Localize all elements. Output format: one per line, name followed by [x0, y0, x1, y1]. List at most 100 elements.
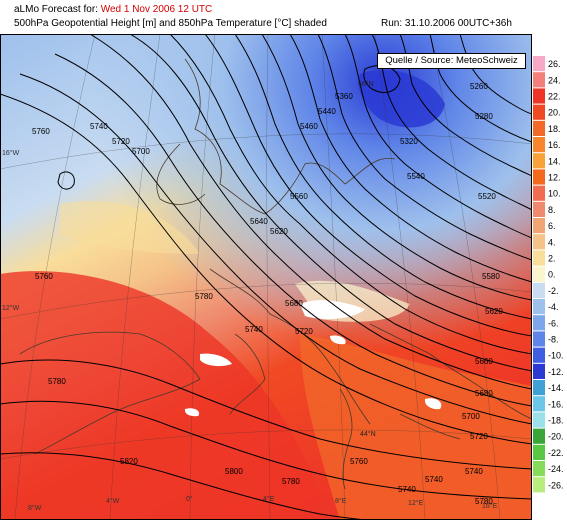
- legend-label: 4.: [548, 237, 556, 247]
- coastlines: [19, 58, 532, 490]
- contour-label: 5440: [318, 107, 336, 116]
- geopotential-contours: [0, 34, 532, 520]
- legend-label: 0.: [548, 270, 556, 280]
- contour-label: 5280: [475, 112, 493, 121]
- legend-swatch: [533, 266, 545, 282]
- contour-label: 5740: [425, 475, 443, 484]
- legend-swatch: [533, 428, 545, 444]
- contour-label: 5780: [475, 497, 493, 506]
- contour-label: 5760: [350, 457, 368, 466]
- contour-label: 5740: [465, 467, 483, 476]
- legend-label: 6.: [548, 221, 556, 231]
- lon-label: 12°E: [408, 500, 424, 507]
- map-subtitle: 500hPa Geopotential Height [m] and 850hP…: [14, 18, 327, 29]
- run-info: Run: 31.10.2006 00UTC+36h: [381, 18, 512, 29]
- contour-label: 5460: [300, 122, 318, 131]
- legend-label: -20.: [548, 432, 564, 442]
- legend-swatch: [533, 88, 545, 104]
- contour-label: 5780: [48, 377, 66, 386]
- legend-swatch: [533, 282, 545, 298]
- contour-label: 5560: [290, 192, 308, 201]
- legend-label: 22.: [548, 92, 561, 102]
- legend-swatch: [533, 444, 545, 460]
- legend-label: -4.: [548, 302, 559, 312]
- cold-core: [358, 70, 445, 128]
- legend-label: -24.: [548, 464, 564, 474]
- contour-label: 5720: [470, 432, 488, 441]
- missing-data-patches: [184, 300, 442, 417]
- legend-label: 14.: [548, 156, 561, 166]
- legend-label: 12.: [548, 173, 561, 183]
- contour-label: 5620: [485, 307, 503, 316]
- contour-label: 5520: [478, 192, 496, 201]
- lat-label-left: 16°W: [2, 150, 20, 157]
- contour-label: 5740: [398, 485, 416, 494]
- contour-label: 5780: [282, 477, 300, 486]
- legend-swatch: [533, 412, 545, 428]
- title-date: Wed 1 Nov 2006 12 UTC: [100, 4, 213, 15]
- contour-label: 5800: [225, 467, 243, 476]
- legend-swatch: [533, 185, 545, 201]
- graticule: [0, 34, 532, 520]
- map-title: aLMo Forecast for: Wed 1 Nov 2006 12 UTC: [14, 4, 212, 16]
- contour-label: 5780: [195, 292, 213, 301]
- legend-label: -26.: [548, 480, 564, 490]
- weather-map: 5760 5740 5720 5700 5640 5620 5560 5460 …: [0, 34, 532, 520]
- contour-labels: 5760 5740 5720 5700 5640 5620 5560 5460 …: [32, 82, 503, 506]
- legend-label: 16.: [548, 140, 561, 150]
- legend-swatch: [533, 218, 545, 234]
- contour-label: 5820: [120, 457, 138, 466]
- legend-swatch: [533, 72, 545, 88]
- legend-label: -2.: [548, 286, 559, 296]
- legend-swatch: [533, 363, 545, 379]
- legend-swatch: [533, 461, 545, 477]
- contour-label: 5640: [250, 217, 268, 226]
- lon-label: 8°E: [335, 498, 347, 505]
- temperature-legend: 26. 24. 22. 20. 18. 16. 14. 12. 10. 8. 6. 4. 2. 0. -2.…: [533, 56, 564, 493]
- contour-label: 5620: [270, 227, 288, 236]
- warm-region-west: [0, 271, 330, 520]
- legend-label: -12.: [548, 367, 564, 377]
- contour-label: 5260: [470, 82, 488, 91]
- legend-label: 26.: [548, 59, 561, 69]
- legend-label: 8.: [548, 205, 556, 215]
- lon-label: 8°W: [28, 505, 42, 512]
- legend-swatch: [533, 477, 545, 493]
- legend-swatch: [533, 347, 545, 363]
- contour-label: 5320: [400, 137, 418, 146]
- legend-swatch: [533, 153, 545, 169]
- contour-label: 5660: [475, 357, 493, 366]
- legend-swatch: [533, 201, 545, 217]
- contour-label: 5740: [90, 122, 108, 131]
- legend-label: -6.: [548, 318, 559, 328]
- legend-swatch: [533, 250, 545, 266]
- lat-label: 44°N: [360, 430, 376, 438]
- contour-label: 5540: [407, 172, 425, 181]
- contour-label: 5700: [132, 147, 150, 156]
- contour-label: 5360: [335, 92, 353, 101]
- legend-swatch: [533, 315, 545, 331]
- source-box: Quelle / Source: MeteoSchweiz: [377, 53, 526, 69]
- contour-label: 5700: [462, 412, 480, 421]
- lon-label: 4°W: [106, 498, 120, 505]
- contour-label: 5760: [32, 127, 50, 136]
- legend-swatch: [533, 331, 545, 347]
- legend-label: 20.: [548, 108, 561, 118]
- legend-swatch: [533, 120, 545, 136]
- legend-swatch: [533, 56, 545, 72]
- legend-label: 2.: [548, 254, 556, 264]
- contour-label: 5580: [482, 272, 500, 281]
- legend-label: 10.: [548, 189, 561, 199]
- contour-label: 5720: [112, 137, 130, 146]
- legend-label: -18.: [548, 416, 564, 426]
- legend-swatch: [533, 234, 545, 250]
- legend-swatch: [533, 299, 545, 315]
- lat-label-left: 12°W: [2, 305, 20, 312]
- contour-label: 5760: [35, 272, 53, 281]
- legend-swatch: [533, 396, 545, 412]
- lon-label: 4°E: [263, 496, 275, 503]
- lon-label: 0°: [186, 496, 193, 503]
- lat-label: 56°N: [358, 80, 374, 88]
- legend-swatch: [533, 380, 545, 396]
- legend-swatch: [533, 169, 545, 185]
